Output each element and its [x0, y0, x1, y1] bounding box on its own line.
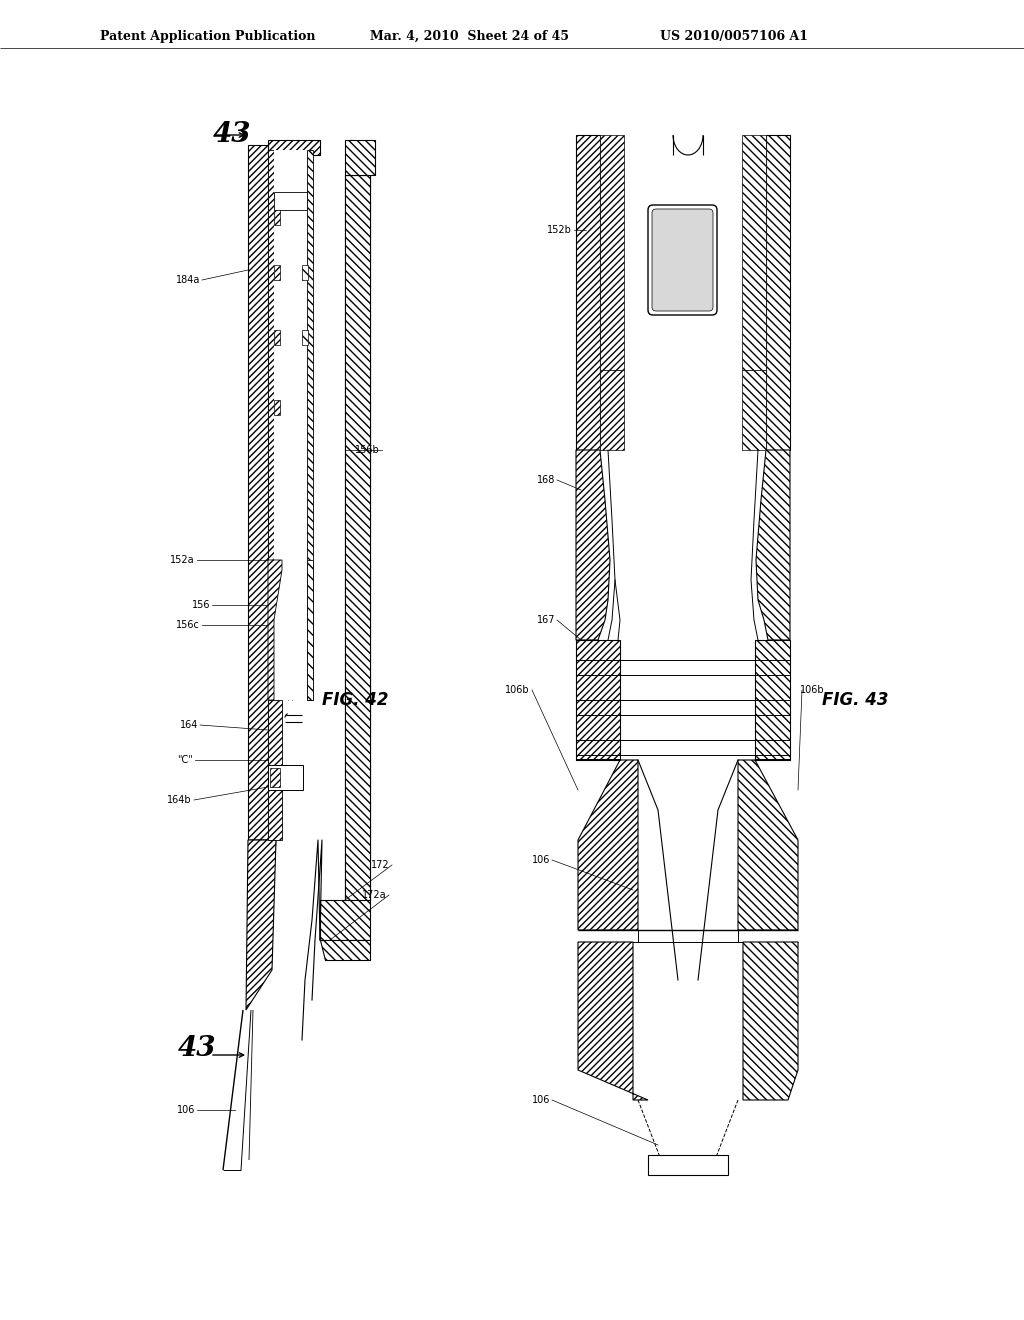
Text: 164b: 164b — [167, 795, 193, 805]
Text: 106: 106 — [176, 1105, 195, 1115]
Text: FIG. 43: FIG. 43 — [821, 690, 888, 709]
Text: US 2010/0057106 A1: US 2010/0057106 A1 — [660, 30, 808, 44]
Polygon shape — [755, 640, 790, 760]
Polygon shape — [575, 640, 620, 760]
Polygon shape — [575, 760, 638, 931]
Text: 43: 43 — [213, 121, 252, 149]
Text: 168: 168 — [537, 475, 555, 484]
Polygon shape — [319, 940, 370, 960]
Polygon shape — [307, 560, 313, 700]
Polygon shape — [274, 330, 280, 345]
Text: 106b: 106b — [800, 685, 824, 696]
Polygon shape — [756, 450, 790, 640]
Polygon shape — [600, 135, 624, 370]
Polygon shape — [274, 265, 280, 280]
Polygon shape — [268, 560, 282, 700]
Bar — [274, 191, 307, 210]
Polygon shape — [345, 140, 375, 176]
Text: 172: 172 — [372, 861, 390, 870]
Bar — [648, 1155, 728, 1175]
Polygon shape — [575, 450, 610, 640]
Polygon shape — [742, 135, 766, 370]
Text: 106b: 106b — [506, 685, 530, 696]
Bar — [268, 766, 303, 789]
FancyBboxPatch shape — [652, 209, 713, 312]
Text: 164: 164 — [179, 719, 198, 730]
Polygon shape — [248, 145, 268, 940]
Text: 172a: 172a — [362, 890, 387, 900]
Text: 167: 167 — [537, 615, 555, 624]
Polygon shape — [302, 330, 308, 345]
Polygon shape — [743, 942, 798, 1100]
Polygon shape — [766, 135, 790, 450]
Polygon shape — [248, 840, 276, 940]
Polygon shape — [600, 370, 624, 450]
Polygon shape — [345, 176, 370, 900]
Text: 152b: 152b — [547, 224, 572, 235]
Text: "C": "C" — [177, 755, 193, 766]
Polygon shape — [742, 370, 766, 450]
Text: 184a: 184a — [176, 275, 200, 285]
Polygon shape — [268, 150, 274, 700]
Bar — [270, 768, 280, 787]
Polygon shape — [302, 265, 308, 280]
Text: 152a: 152a — [170, 554, 195, 565]
Text: 156c: 156c — [176, 620, 200, 630]
Text: 156: 156 — [191, 601, 210, 610]
Text: 106: 106 — [531, 1096, 550, 1105]
Text: FIG. 42: FIG. 42 — [322, 690, 388, 709]
Text: 106: 106 — [531, 855, 550, 865]
Polygon shape — [307, 150, 313, 700]
Bar — [274, 150, 307, 700]
Text: 156b: 156b — [355, 445, 380, 455]
Polygon shape — [319, 176, 370, 940]
FancyBboxPatch shape — [648, 205, 717, 315]
Polygon shape — [738, 760, 798, 931]
Text: Patent Application Publication: Patent Application Publication — [100, 30, 315, 44]
Polygon shape — [575, 135, 600, 450]
Text: Mar. 4, 2010  Sheet 24 of 45: Mar. 4, 2010 Sheet 24 of 45 — [370, 30, 569, 44]
Polygon shape — [578, 942, 648, 1100]
Polygon shape — [246, 840, 276, 1010]
Polygon shape — [268, 700, 282, 840]
Polygon shape — [274, 400, 280, 414]
Polygon shape — [268, 140, 319, 154]
Polygon shape — [274, 210, 280, 224]
Text: 43: 43 — [178, 1035, 216, 1061]
